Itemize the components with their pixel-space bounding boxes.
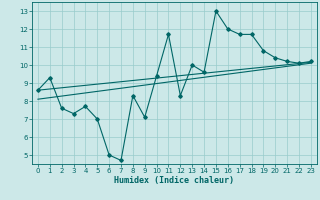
X-axis label: Humidex (Indice chaleur): Humidex (Indice chaleur) <box>115 176 234 185</box>
